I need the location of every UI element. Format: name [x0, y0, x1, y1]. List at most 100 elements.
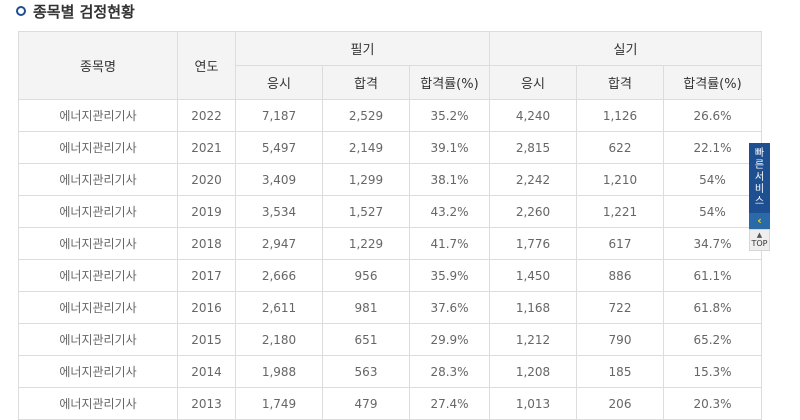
table-row: 에너지관리기사 2014 1,988 563 28.3% 1,208 185 15.3%: [18, 355, 762, 388]
cell-name: 에너지관리기사: [18, 163, 178, 196]
cell-year: 2013: [177, 387, 236, 420]
cell-practical-passed: 1,221: [576, 195, 664, 228]
cell-written-applicants: 2,611: [235, 291, 323, 324]
cell-name: 에너지관리기사: [18, 355, 178, 388]
cell-practical-pass-rate: 15.3%: [663, 355, 762, 388]
cell-year: 2016: [177, 291, 236, 324]
cell-name: 에너지관리기사: [18, 195, 178, 228]
cell-name: 에너지관리기사: [18, 387, 178, 420]
header-practical-pass-rate: 합격률(%): [663, 65, 762, 100]
cell-year: 2022: [177, 99, 236, 132]
cell-written-pass-rate: 37.6%: [409, 291, 490, 324]
cell-year: 2021: [177, 131, 236, 164]
cell-practical-pass-rate: 22.1%: [663, 131, 762, 164]
cell-name: 에너지관리기사: [18, 99, 178, 132]
table-row: 에너지관리기사 2019 3,534 1,527 43.2% 2,260 1,221 54%: [18, 195, 762, 228]
cell-written-pass-rate: 28.3%: [409, 355, 490, 388]
cell-written-applicants: 2,947: [235, 227, 323, 260]
cell-practical-applicants: 2,815: [489, 131, 577, 164]
cell-written-passed: 2,149: [322, 131, 410, 164]
certification-stats-table: 종목명 연도 필기 실기 응시 합격 합격률(%) 응시 합격 합격률(%) 에…: [18, 31, 762, 420]
cell-written-pass-rate: 35.9%: [409, 259, 490, 292]
header-practical-applicants: 응시: [489, 65, 577, 100]
circle-bullet-icon: [16, 6, 26, 16]
cell-practical-passed: 886: [576, 259, 664, 292]
cell-written-pass-rate: 43.2%: [409, 195, 490, 228]
section-title: 종목별 검정현황: [16, 0, 135, 22]
cell-name: 에너지관리기사: [18, 131, 178, 164]
cell-practical-applicants: 1,208: [489, 355, 577, 388]
cell-written-applicants: 5,497: [235, 131, 323, 164]
cell-written-pass-rate: 41.7%: [409, 227, 490, 260]
quick-service-label-char: 서: [754, 172, 765, 183]
cell-written-pass-rate: 35.2%: [409, 99, 490, 132]
chevron-left-icon[interactable]: ‹: [749, 213, 770, 229]
cell-practical-applicants: 2,260: [489, 195, 577, 228]
cell-practical-pass-rate: 54%: [663, 195, 762, 228]
cell-practical-passed: 1,126: [576, 99, 664, 132]
cell-written-passed: 1,299: [322, 163, 410, 196]
quick-service-label-char: 스: [754, 196, 765, 207]
quick-service-label-char: 비: [754, 184, 765, 195]
header-written-applicants: 응시: [235, 65, 323, 100]
cell-practical-pass-rate: 61.1%: [663, 259, 762, 292]
header-written-passed: 합격: [322, 65, 410, 100]
cell-practical-applicants: 1,776: [489, 227, 577, 260]
cell-practical-passed: 617: [576, 227, 664, 260]
cell-year: 2019: [177, 195, 236, 228]
header-year: 연도: [177, 31, 236, 100]
cell-written-applicants: 1,988: [235, 355, 323, 388]
header-name: 종목명: [18, 31, 178, 100]
header-practical: 실기: [489, 31, 762, 66]
cell-written-passed: 563: [322, 355, 410, 388]
cell-practical-passed: 790: [576, 323, 664, 356]
cell-written-applicants: 2,180: [235, 323, 323, 356]
table-row: 에너지관리기사 2013 1,749 479 27.4% 1,013 206 20.3%: [18, 387, 762, 420]
cell-written-passed: 2,529: [322, 99, 410, 132]
cell-written-passed: 1,229: [322, 227, 410, 260]
cell-practical-applicants: 4,240: [489, 99, 577, 132]
cell-written-applicants: 3,409: [235, 163, 323, 196]
table-row: 에너지관리기사 2021 5,497 2,149 39.1% 2,815 622 22.1%: [18, 131, 762, 164]
quick-service-label-char: 빠: [754, 148, 765, 159]
scroll-top-button[interactable]: ▲ TOP: [749, 229, 770, 251]
cell-written-applicants: 7,187: [235, 99, 323, 132]
cell-year: 2017: [177, 259, 236, 292]
cell-year: 2018: [177, 227, 236, 260]
cell-year: 2014: [177, 355, 236, 388]
cell-practical-passed: 622: [576, 131, 664, 164]
table-row: 에너지관리기사 2022 7,187 2,529 35.2% 4,240 1,126 26.6…: [18, 99, 762, 132]
cell-practical-pass-rate: 65.2%: [663, 323, 762, 356]
table-row: 에너지관리기사 2017 2,666 956 35.9% 1,450 886 61.1%: [18, 259, 762, 292]
cell-written-pass-rate: 27.4%: [409, 387, 490, 420]
cell-written-pass-rate: 39.1%: [409, 131, 490, 164]
cell-practical-applicants: 2,242: [489, 163, 577, 196]
table-row: 에너지관리기사 2018 2,947 1,229 41.7% 1,776 617 34.7%: [18, 227, 762, 260]
cell-written-passed: 651: [322, 323, 410, 356]
cell-practical-pass-rate: 61.8%: [663, 291, 762, 324]
cell-written-pass-rate: 29.9%: [409, 323, 490, 356]
cell-practical-pass-rate: 20.3%: [663, 387, 762, 420]
header-practical-passed: 합격: [576, 65, 664, 100]
cell-practical-pass-rate: 54%: [663, 163, 762, 196]
cell-practical-applicants: 1,013: [489, 387, 577, 420]
header-written-pass-rate: 합격률(%): [409, 65, 490, 100]
cell-year: 2015: [177, 323, 236, 356]
top-label: TOP: [751, 239, 768, 248]
cell-practical-pass-rate: 34.7%: [663, 227, 762, 260]
cell-name: 에너지관리기사: [18, 323, 178, 356]
section-title-text: 종목별 검정현황: [33, 2, 135, 21]
cell-practical-applicants: 1,168: [489, 291, 577, 324]
cell-name: 에너지관리기사: [18, 291, 178, 324]
cell-name: 에너지관리기사: [18, 227, 178, 260]
cell-year: 2020: [177, 163, 236, 196]
table-body: 에너지관리기사 2022 7,187 2,529 35.2% 4,240 1,126 26.6…: [18, 99, 762, 420]
cell-practical-applicants: 1,450: [489, 259, 577, 292]
cell-practical-passed: 1,210: [576, 163, 664, 196]
table-row: 에너지관리기사 2015 2,180 651 29.9% 1,212 790 65.2%: [18, 323, 762, 356]
cell-practical-passed: 185: [576, 355, 664, 388]
cell-written-applicants: 3,534: [235, 195, 323, 228]
cell-written-applicants: 2,666: [235, 259, 323, 292]
